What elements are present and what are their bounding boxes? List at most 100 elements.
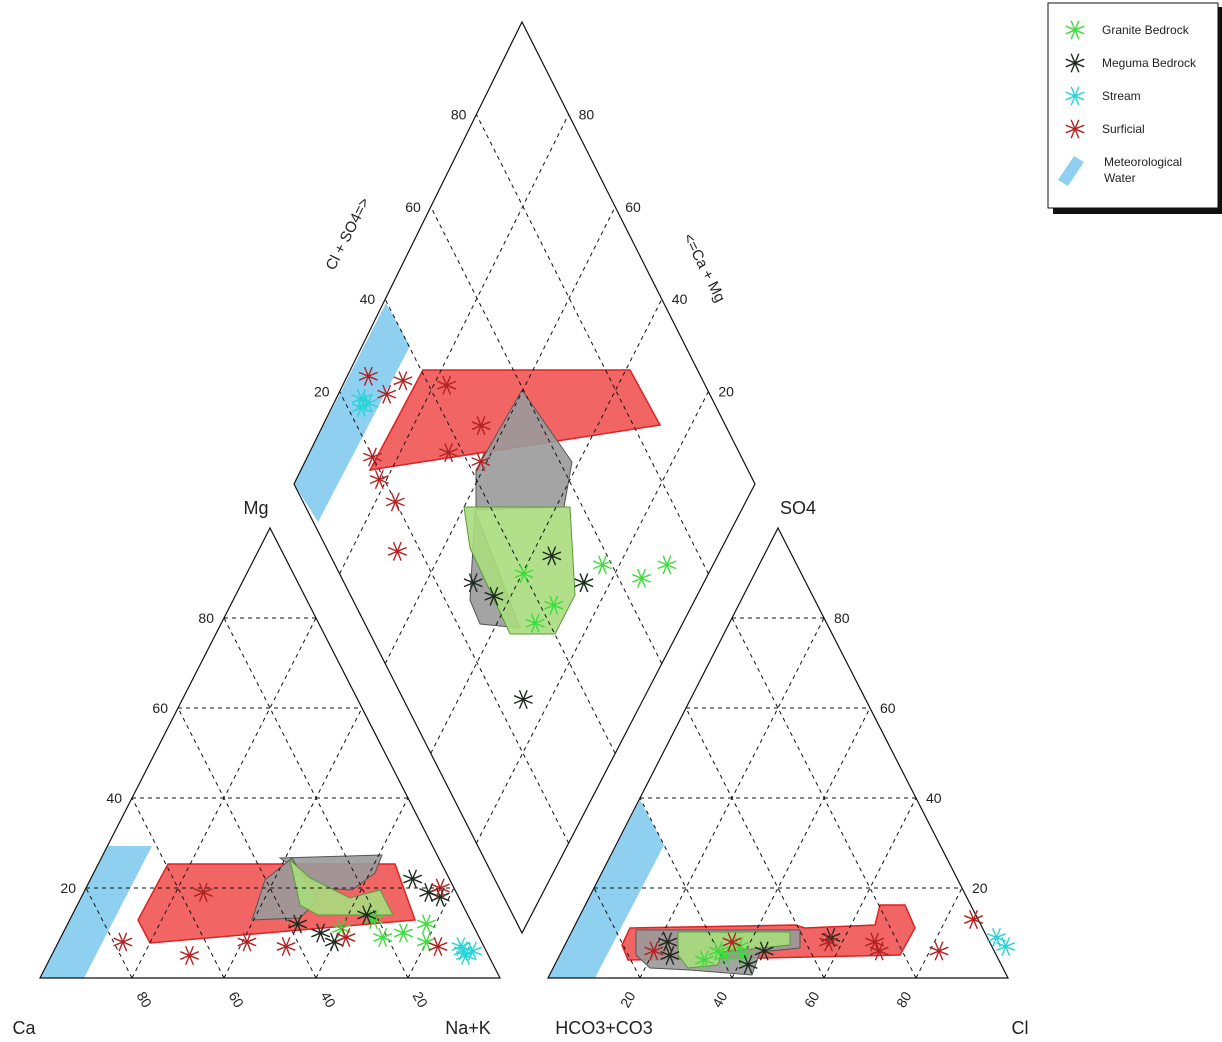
corner-label-so4: SO4 <box>780 498 816 518</box>
anion-bottom-tick-40: 40 <box>709 989 731 1011</box>
point-anion-surficial-2 <box>819 932 839 952</box>
point-cation-surficial-4 <box>276 936 296 957</box>
point-cation-granite-bedrock-4 <box>416 914 436 934</box>
point-cation-surficial-2 <box>179 945 200 966</box>
point-diamond-meguma-bedrock-1 <box>542 546 562 566</box>
legend-item-granite-bedrock: Granite Bedrock <box>1065 20 1190 40</box>
point-anion-surficial-5 <box>929 941 949 961</box>
point-diamond-surficial-2 <box>385 492 405 512</box>
point-diamond-granite-bedrock-3 <box>592 555 612 575</box>
anion-outline <box>547 526 1009 979</box>
cation-triangle: 80 60 40 20 80 60 40 20 Mg Ca Na+K <box>12 498 501 1038</box>
point-anion-granite-bedrock-2 <box>715 945 735 966</box>
cation-bottom-tick-80: 80 <box>134 989 156 1011</box>
point-cation-surficial-1 <box>193 882 213 903</box>
point-cation-granite-bedrock-2 <box>373 927 393 948</box>
point-diamond-surficial-9 <box>358 366 378 386</box>
legend-swatch-meteorological-water <box>1058 156 1084 186</box>
anion-meteoric-band <box>548 800 664 978</box>
legend-swatch-stream <box>1065 86 1085 106</box>
point-diamond-meguma-bedrock-4 <box>513 690 533 710</box>
anion-ticks: 80 60 40 20 20 40 60 80 <box>617 610 988 1010</box>
anion-triangle: 80 60 40 20 20 40 60 80 SO4 HCO3+CO3 Cl <box>547 498 1029 1038</box>
point-diamond-meguma-bedrock-0 <box>484 586 504 606</box>
legend-label-meteorological-water: Meteorological Water <box>1104 155 1182 185</box>
point-diamond-granite-bedrock-0 <box>525 613 545 633</box>
cation-outline <box>39 526 501 979</box>
anion-right-tick-80: 80 <box>834 610 850 626</box>
diamond-left-tick-80: 80 <box>451 106 467 122</box>
diamond-right-tick-80: 80 <box>579 106 595 122</box>
corner-label-mg: Mg <box>243 498 268 518</box>
legend-item-surficial: Surficial <box>1065 119 1145 139</box>
cation-grid-b-2 <box>131 797 225 979</box>
point-anion-surficial-6 <box>963 909 984 930</box>
legend-item-stream: Stream <box>1065 86 1141 106</box>
cation-left-tick-80: 80 <box>198 610 214 626</box>
cation-left-tick-20: 20 <box>60 880 76 896</box>
cation-grid-a-1 <box>223 707 363 979</box>
legend-label-meguma-bedrock: Meguma Bedrock <box>1102 56 1197 70</box>
legend-swatch-surficial <box>1065 119 1085 139</box>
diamond-upper-left-label: Cl + SO4=> <box>323 195 374 273</box>
point-diamond-granite-bedrock-4 <box>632 568 652 588</box>
cation-granite-field <box>289 858 394 916</box>
point-diamond-meguma-bedrock-3 <box>463 573 483 593</box>
point-diamond-stream-1 <box>351 389 371 409</box>
cation-points <box>113 869 482 966</box>
cation-left-tick-60: 60 <box>152 700 168 716</box>
point-cation-surficial-5 <box>336 927 356 948</box>
point-anion-meguma-bedrock-0 <box>658 932 678 952</box>
point-cation-surficial-6 <box>430 878 450 898</box>
anion-grid-b-3 <box>593 887 641 979</box>
point-diamond-surficial-4 <box>471 416 491 436</box>
cation-ticks: 80 60 40 20 80 60 40 20 <box>60 610 431 1010</box>
point-diamond-surficial-10 <box>363 447 383 467</box>
anion-bottom-tick-60: 60 <box>801 989 823 1011</box>
point-diamond-meguma-bedrock-2 <box>574 573 594 593</box>
cation-grid-a-3 <box>407 887 455 979</box>
point-diamond-surficial-3 <box>471 452 491 472</box>
point-cation-granite-bedrock-3 <box>393 923 413 943</box>
point-diamond-granite-bedrock-5 <box>657 555 677 575</box>
diamond-grid-a-2 <box>384 206 616 664</box>
point-cation-meguma-bedrock-1 <box>311 923 331 943</box>
diamond-meteoric-band <box>294 303 410 522</box>
diamond-grid <box>293 20 756 935</box>
point-anion-surficial-4 <box>869 941 889 961</box>
point-anion-surficial-0 <box>644 941 664 961</box>
anion-grid-b-1 <box>685 707 825 979</box>
legend-swatch-granite-bedrock <box>1065 20 1085 40</box>
point-cation-stream-3 <box>455 945 476 966</box>
point-anion-granite-bedrock-0 <box>694 950 714 970</box>
point-diamond-surficial-5 <box>439 443 459 463</box>
diamond-right-tick-40: 40 <box>672 291 688 307</box>
legend-swatch-meguma-bedrock <box>1065 53 1085 73</box>
point-diamond-surficial-6 <box>437 375 457 395</box>
anion-grid-a-3 <box>915 887 963 979</box>
point-cation-surficial-7 <box>428 936 448 957</box>
point-anion-stream-1 <box>996 936 1016 957</box>
legend-label-stream: Stream <box>1102 89 1141 103</box>
diamond-points <box>351 366 677 710</box>
diamond-left-tick-40: 40 <box>360 291 376 307</box>
point-cation-meguma-bedrock-3 <box>357 905 377 925</box>
point-diamond-stream-2 <box>351 398 371 418</box>
legend-box <box>1047 2 1219 209</box>
corner-label-ca: Ca <box>12 1018 36 1038</box>
legend: Granite Bedrock Meguma Bedrock Stream Surfi… <box>1047 2 1222 214</box>
diamond-right-tick-60: 60 <box>625 199 641 215</box>
corner-label-hco3: HCO3+CO3 <box>555 1018 653 1038</box>
cation-grid-b-1 <box>177 707 317 979</box>
diamond-left-tick-60: 60 <box>405 199 421 215</box>
cation-meteoric-band <box>40 846 152 978</box>
cation-grid-b-3 <box>85 887 133 979</box>
point-cation-meguma-bedrock-0 <box>288 914 308 934</box>
point-anion-meguma-bedrock-2 <box>738 954 758 975</box>
point-anion-meguma-bedrock-3 <box>754 941 774 961</box>
point-diamond-surficial-8 <box>377 384 397 404</box>
point-diamond-granite-bedrock-6 <box>514 564 534 584</box>
diamond-left-tick-20: 20 <box>314 384 330 400</box>
point-anion-surficial-1 <box>722 932 742 952</box>
legend-item-meteorological-water: Meteorological Water <box>1058 155 1182 186</box>
